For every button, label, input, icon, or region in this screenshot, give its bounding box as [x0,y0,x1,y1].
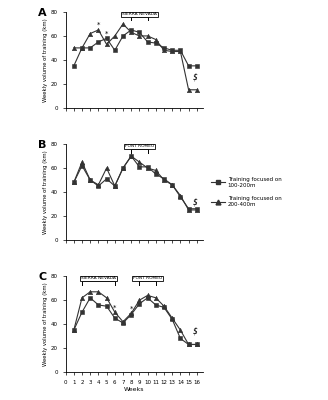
Text: $: $ [193,198,197,207]
Text: $: $ [193,72,197,81]
Text: A: A [38,8,47,18]
Text: SIERRA NEVADA: SIERRA NEVADA [122,12,157,16]
Y-axis label: Weekly volume of training (km): Weekly volume of training (km) [43,18,48,102]
Text: *: * [113,304,116,310]
Text: *: * [105,30,108,36]
Text: B: B [38,140,47,150]
Text: *: * [97,22,100,28]
Y-axis label: Weekly volume of training (km): Weekly volume of training (km) [43,282,48,366]
Legend: Training focused on
100-200m, Training focused on
200-400m: Training focused on 100-200m, Training f… [209,175,284,209]
X-axis label: Weeks: Weeks [124,388,145,392]
Y-axis label: Weekly volume of training (km): Weekly volume of training (km) [43,150,48,234]
Text: FONT ROMEU: FONT ROMEU [125,144,154,148]
Text: *: * [130,306,133,312]
Text: C: C [38,272,46,282]
Text: SIERRA NEVADA: SIERRA NEVADA [81,276,116,280]
Text: $: $ [193,327,197,336]
Text: FONT ROMEU: FONT ROMEU [133,276,162,280]
